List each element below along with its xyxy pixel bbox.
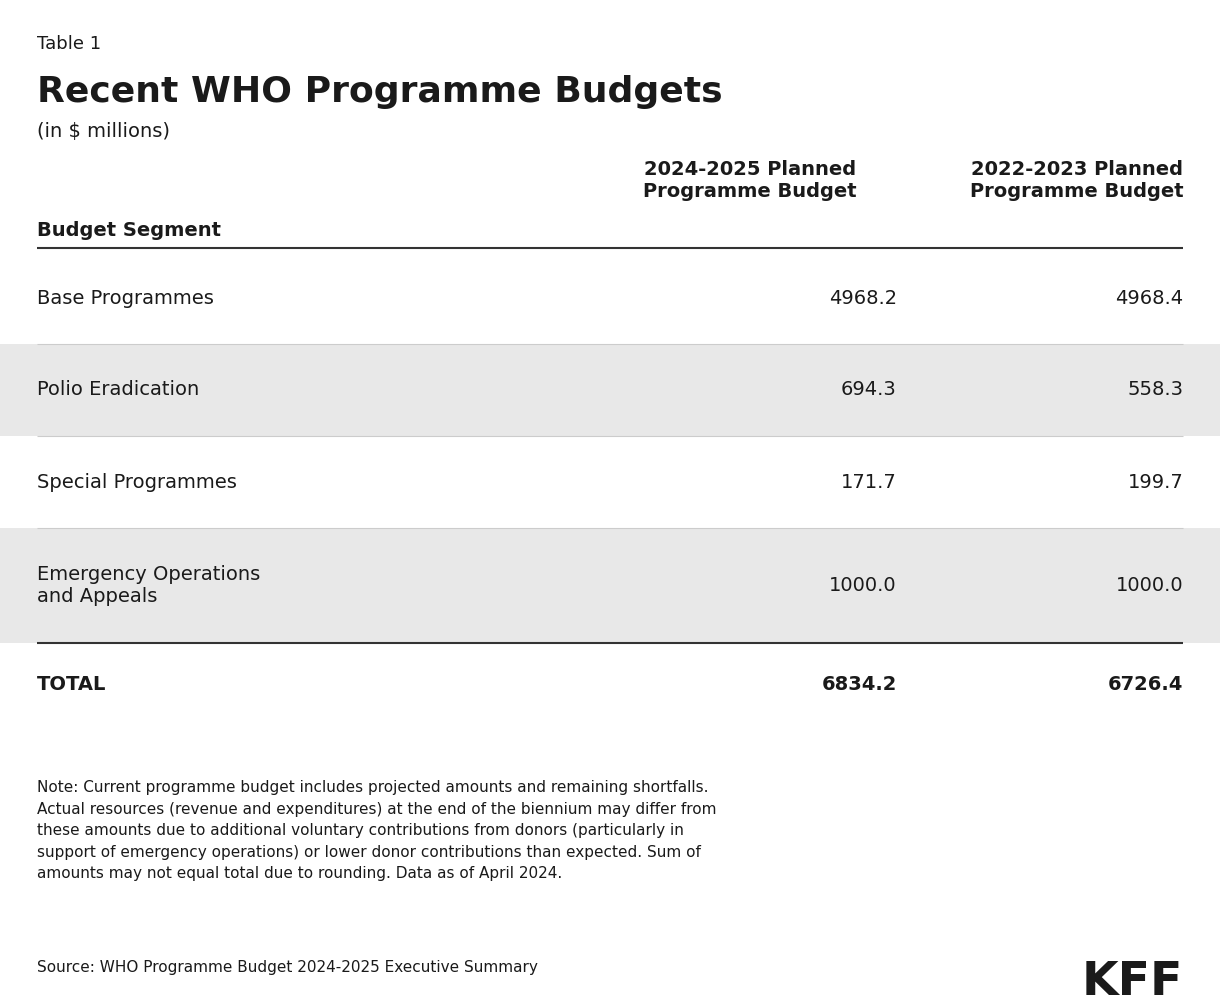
- Text: 1000.0: 1000.0: [1116, 576, 1183, 595]
- Text: Base Programmes: Base Programmes: [37, 288, 213, 308]
- Bar: [0, 528, 1220, 643]
- Text: 2024-2025 Planned
Programme Budget: 2024-2025 Planned Programme Budget: [643, 160, 858, 201]
- Text: 4968.2: 4968.2: [828, 288, 897, 308]
- Text: 171.7: 171.7: [841, 473, 897, 491]
- Text: 4968.4: 4968.4: [1115, 288, 1183, 308]
- Text: 558.3: 558.3: [1127, 380, 1183, 399]
- Text: Note: Current programme budget includes projected amounts and remaining shortfal: Note: Current programme budget includes …: [37, 780, 716, 881]
- Text: TOTAL: TOTAL: [37, 675, 106, 694]
- Text: 1000.0: 1000.0: [830, 576, 897, 595]
- Text: 2022-2023 Planned
Programme Budget: 2022-2023 Planned Programme Budget: [970, 160, 1183, 201]
- Text: Recent WHO Programme Budgets: Recent WHO Programme Budgets: [37, 75, 722, 109]
- Text: Polio Eradication: Polio Eradication: [37, 380, 199, 399]
- Text: Source: WHO Programme Budget 2024-2025 Executive Summary: Source: WHO Programme Budget 2024-2025 E…: [37, 960, 538, 975]
- Text: Table 1: Table 1: [37, 35, 101, 53]
- Text: 6726.4: 6726.4: [1108, 675, 1183, 694]
- Text: 6834.2: 6834.2: [821, 675, 897, 694]
- Text: 199.7: 199.7: [1127, 473, 1183, 491]
- Text: 694.3: 694.3: [841, 380, 897, 399]
- Text: Special Programmes: Special Programmes: [37, 473, 237, 491]
- Bar: [0, 344, 1220, 436]
- Text: Budget Segment: Budget Segment: [37, 221, 221, 240]
- Text: Emergency Operations
and Appeals: Emergency Operations and Appeals: [37, 565, 260, 606]
- Text: (in $ millions): (in $ millions): [37, 122, 170, 141]
- Text: KFF: KFF: [1082, 960, 1183, 1000]
